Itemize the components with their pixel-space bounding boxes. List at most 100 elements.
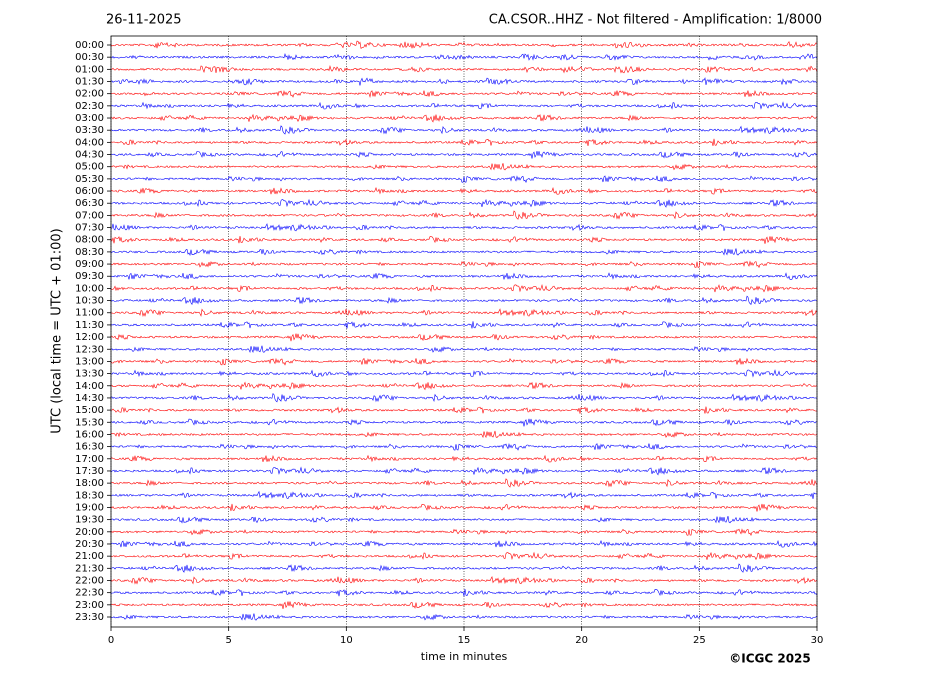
y-tick-label: 20:30 <box>75 539 104 550</box>
y-tick-label: 23:00 <box>75 600 104 611</box>
y-tick-label: 18:00 <box>75 478 104 489</box>
y-axis-label: UTC (local time = UTC + 01:00) <box>50 228 65 433</box>
y-tick-label: 14:00 <box>75 381 104 392</box>
trace <box>110 333 818 342</box>
y-tick-label: 03:00 <box>75 113 104 124</box>
y-tick-label: 23:30 <box>75 612 104 623</box>
x-tick-label: 15 <box>458 635 471 646</box>
trace <box>110 283 818 293</box>
chart-title: CA.CSOR..HHZ - Not filtered - Amplificat… <box>489 13 822 28</box>
trace <box>110 272 818 280</box>
trace <box>110 101 818 110</box>
y-tick-label: 00:00 <box>75 40 104 51</box>
trace <box>110 65 818 74</box>
y-tick-label: 09:00 <box>75 259 104 270</box>
y-tick-label: 16:00 <box>75 429 104 440</box>
trace <box>110 125 818 135</box>
trace <box>110 186 818 195</box>
y-tick-label: 04:00 <box>75 137 104 148</box>
trace <box>110 528 818 537</box>
y-tick-label: 06:30 <box>75 198 104 209</box>
y-tick-label: 11:00 <box>75 308 104 319</box>
trace <box>110 89 818 98</box>
credit: ©ICGC 2025 <box>729 652 811 666</box>
trace <box>110 516 818 524</box>
y-tick-label: 18:30 <box>75 490 104 501</box>
y-tick-label: 22:30 <box>75 588 104 599</box>
trace <box>110 357 818 366</box>
y-tick-label: 17:30 <box>75 466 104 477</box>
trace <box>110 260 818 269</box>
trace <box>110 308 818 317</box>
trace <box>110 503 818 512</box>
y-tick-label: 02:30 <box>75 101 104 112</box>
trace <box>110 490 818 499</box>
trace <box>110 52 818 61</box>
trace <box>110 248 818 256</box>
x-tick-label: 10 <box>340 635 353 646</box>
y-tick-label: 00:30 <box>75 52 104 63</box>
y-tick-label: 08:00 <box>75 235 104 246</box>
y-tick-label: 19:00 <box>75 502 104 513</box>
x-tick-label: 0 <box>108 635 114 646</box>
trace <box>110 589 818 597</box>
trace <box>110 406 818 414</box>
y-tick-label: 02:00 <box>75 89 104 100</box>
trace <box>110 321 818 329</box>
trace <box>110 236 818 244</box>
x-tick-label: 20 <box>575 635 588 646</box>
y-tick-label: 11:30 <box>75 320 104 331</box>
y-tick-label: 09:30 <box>75 271 104 282</box>
trace <box>110 601 818 609</box>
y-tick-label: 03:30 <box>75 125 104 136</box>
trace <box>110 369 818 378</box>
trace <box>110 175 818 183</box>
trace <box>110 198 818 208</box>
trace <box>110 295 818 306</box>
trace <box>110 443 818 451</box>
y-tick-label: 12:30 <box>75 344 104 355</box>
x-tick-label: 5 <box>225 635 231 646</box>
trace <box>110 345 818 353</box>
trace <box>110 478 818 488</box>
x-tick-label: 25 <box>693 635 706 646</box>
x-tick-label: 30 <box>811 635 824 646</box>
y-tick-label: 06:00 <box>75 186 104 197</box>
y-tick-label: 04:30 <box>75 150 104 161</box>
trace <box>110 210 818 220</box>
trace <box>110 418 818 427</box>
trace <box>110 381 818 391</box>
y-tick-label: 19:30 <box>75 515 104 526</box>
y-tick-label: 17:00 <box>75 454 104 465</box>
y-tick-label: 15:30 <box>75 417 104 428</box>
y-tick-label: 15:00 <box>75 405 104 416</box>
trace <box>110 113 818 123</box>
trace <box>110 430 818 439</box>
y-tick-label: 22:00 <box>75 575 104 586</box>
trace <box>110 392 818 403</box>
trace <box>110 466 818 476</box>
x-axis-label: time in minutes <box>421 650 508 663</box>
y-tick-label: 12:00 <box>75 332 104 343</box>
y-tick-label: 07:00 <box>75 210 104 221</box>
trace <box>110 138 818 146</box>
y-tick-label: 20:00 <box>75 527 104 538</box>
trace <box>110 77 818 86</box>
trace <box>110 575 818 585</box>
y-tick-label: 01:30 <box>75 77 104 88</box>
trace <box>110 223 818 232</box>
trace <box>110 551 818 561</box>
y-tick-label: 16:30 <box>75 442 104 453</box>
date-title: 26-11-2025 <box>106 13 182 28</box>
y-tick-label: 07:30 <box>75 223 104 234</box>
y-tick-label: 01:00 <box>75 64 104 75</box>
trace <box>110 613 818 621</box>
trace <box>110 454 818 463</box>
y-tick-label: 13:00 <box>75 356 104 367</box>
trace <box>110 40 818 49</box>
trace <box>110 151 818 159</box>
trace <box>110 539 818 548</box>
y-tick-label: 05:30 <box>75 174 104 185</box>
y-tick-label: 13:30 <box>75 369 104 380</box>
